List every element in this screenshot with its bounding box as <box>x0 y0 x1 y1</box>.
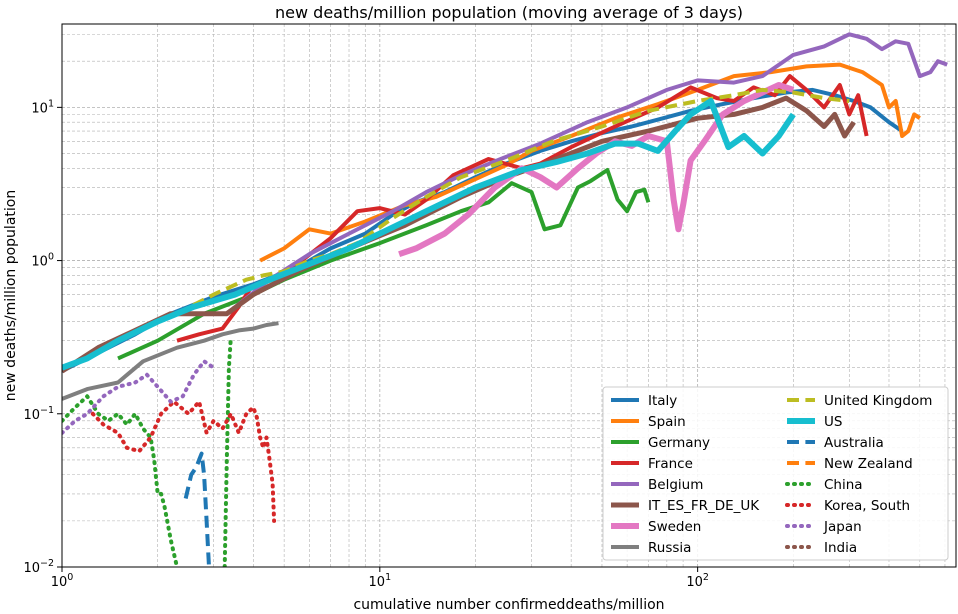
legend-label: United Kingdom <box>824 393 932 409</box>
series-line-china-cont <box>222 334 233 567</box>
legend-label: US <box>824 414 842 430</box>
series-line-korea-south <box>90 399 277 523</box>
legend-label: Australia <box>824 435 884 451</box>
x-tick-label: 101 <box>369 572 392 590</box>
series-line-australia <box>183 451 211 567</box>
legend-label: Russia <box>648 540 691 556</box>
y-axis-label: new deaths/million population <box>3 190 19 401</box>
series-line-united-kingdom <box>176 87 850 316</box>
legend-label: China <box>824 477 863 493</box>
x-tick-label: 102 <box>686 572 709 590</box>
legend-label: Spain <box>648 414 686 430</box>
chart-title: new deaths/million population (moving av… <box>275 3 743 22</box>
legend-label: Germany <box>648 435 710 451</box>
series-group <box>62 32 948 567</box>
legend-label: Japan <box>823 519 862 535</box>
legend-label: New Zealand <box>824 456 913 472</box>
series-line-russia <box>62 321 279 401</box>
axis-ticks: 100 101 102 10−2 10−1 100 101 <box>23 98 708 590</box>
legend-label: Korea, South <box>824 498 910 514</box>
y-tick-label: 10−2 <box>23 558 54 576</box>
series-line-sweden <box>398 82 795 258</box>
legend-label: Belgium <box>648 477 703 493</box>
legend-box <box>602 386 949 561</box>
legend-label: India <box>824 540 857 556</box>
series-line-china <box>62 394 179 567</box>
plot-frame <box>61 23 957 568</box>
series-line-japan <box>62 359 216 435</box>
x-tick-label: 100 <box>51 572 74 590</box>
y-tick-label: 10−1 <box>23 405 54 423</box>
series-line-italy <box>62 87 904 373</box>
legend-label: France <box>648 456 693 472</box>
legend: Italy Spain Germany France Belgium IT_ES_FR_D… <box>602 386 949 561</box>
legend-label: Italy <box>648 393 677 409</box>
x-axis-label: cumulative number confirmeddeaths/millio… <box>353 597 664 613</box>
legend-label: Sweden <box>648 519 701 535</box>
legend-label: IT_ES_FR_DE_UK <box>648 498 760 514</box>
series-line-us <box>62 98 796 371</box>
series-line-belgium <box>225 32 948 316</box>
y-tick-label: 101 <box>31 98 54 116</box>
y-tick-label: 100 <box>31 252 54 270</box>
